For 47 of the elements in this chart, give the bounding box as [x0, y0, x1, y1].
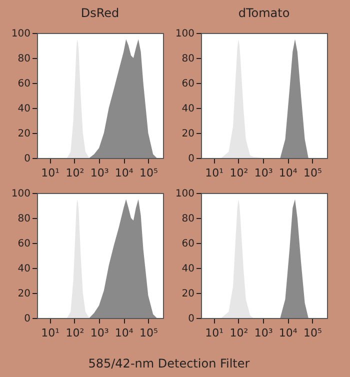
x-tick-label: 10³ — [254, 326, 273, 340]
x-tick-label: 10⁴ — [278, 326, 298, 340]
y-tick-label: 20 — [182, 128, 194, 140]
y-tick-label: 60 — [182, 78, 194, 90]
x-tick-label: 10⁵ — [139, 166, 158, 180]
x-tick-label: 10¹ — [41, 166, 60, 180]
x-tick-label: 10⁵ — [303, 166, 322, 180]
x-tick-label: 10² — [66, 326, 84, 340]
y-tick-label: 60 — [18, 238, 30, 250]
y-tick-label: 80 — [182, 54, 194, 64]
x-tick-label: 10⁴ — [278, 166, 298, 180]
y-tick-label: 0 — [188, 314, 194, 324]
y-tick-label: 60 — [18, 78, 30, 90]
x-tick-label: 10³ — [90, 166, 109, 180]
x-tick-label: 10² — [66, 166, 84, 180]
y-tick-label: 0 — [188, 154, 194, 164]
x-axis-title: 585/42-nm Detection Filter — [88, 356, 250, 370]
y-tick-label: 40 — [18, 104, 30, 114]
chart-title: DsRed — [80, 6, 120, 20]
x-tick-label: 10⁴ — [114, 166, 134, 180]
y-tick-label: 80 — [182, 214, 194, 224]
x-tick-label: 10³ — [90, 326, 109, 340]
y-tick-label: 100 — [175, 28, 194, 40]
y-tick-label: 20 — [18, 128, 30, 140]
y-tick-label: 20 — [18, 288, 30, 300]
x-tick-label: 10⁴ — [114, 326, 134, 340]
y-tick-label: 20 — [182, 288, 194, 300]
chart-title: dTomato — [238, 6, 290, 20]
y-tick-label: 80 — [18, 54, 30, 64]
y-tick-label: 80 — [18, 214, 30, 224]
y-tick-label: 100 — [11, 188, 30, 200]
x-tick-label: 10⁵ — [303, 326, 322, 340]
x-tick-label: 10¹ — [205, 326, 224, 340]
y-tick-label: 0 — [24, 154, 30, 164]
x-tick-label: 10³ — [254, 166, 273, 180]
y-tick-label: 40 — [18, 264, 30, 274]
x-tick-label: 10⁵ — [139, 326, 158, 340]
x-tick-label: 10² — [230, 166, 248, 180]
y-tick-label: 0 — [24, 314, 30, 324]
x-tick-label: 10¹ — [41, 326, 60, 340]
x-tick-label: 10¹ — [205, 166, 224, 180]
y-tick-label: 100 — [175, 188, 194, 200]
x-tick-label: 10² — [230, 326, 248, 340]
y-tick-label: 40 — [182, 104, 194, 114]
y-tick-label: 60 — [182, 238, 194, 250]
y-tick-label: 40 — [182, 264, 194, 274]
y-tick-label: 100 — [11, 28, 30, 40]
